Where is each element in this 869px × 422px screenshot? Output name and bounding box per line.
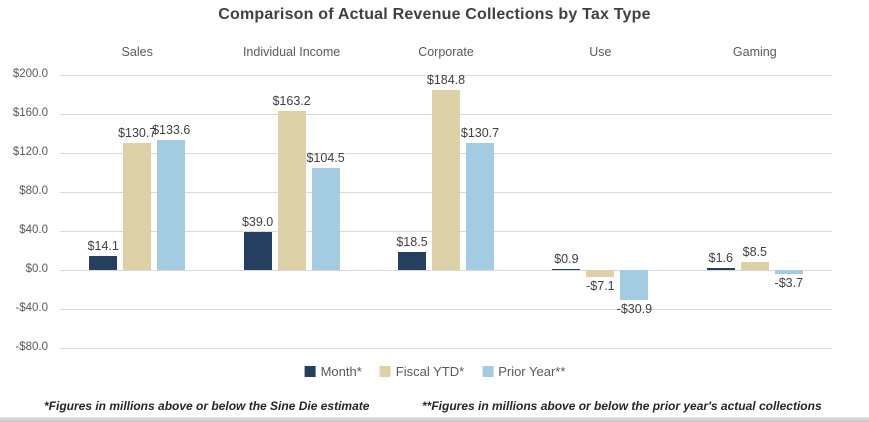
data-label: $130.7 [118, 126, 157, 140]
category-label-individual-income: Individual Income [242, 45, 341, 59]
data-label: $14.1 [87, 239, 119, 253]
category-label-corporate: Corporate [418, 45, 474, 59]
legend-label: Month* [320, 364, 362, 379]
y-axis-tick-label: $40.0 [19, 224, 48, 236]
data-label: $1.6 [708, 251, 733, 265]
legend-swatch-icon [304, 366, 316, 377]
bar-month-use [552, 269, 581, 270]
data-label: $163.2 [272, 94, 311, 108]
bar-fiscal-ytd-sales [123, 143, 152, 270]
bottom-edge-strip [0, 417, 869, 422]
data-label: $39.0 [241, 215, 274, 229]
y-axis-tick-label: $160.0 [12, 107, 48, 119]
gridline [60, 75, 832, 76]
data-label: $104.5 [306, 151, 345, 165]
data-label: $18.5 [396, 235, 428, 249]
bar-month-sales [89, 256, 118, 270]
data-label: $130.7 [460, 126, 500, 140]
data-label: -$3.7 [774, 276, 804, 290]
bar-month-individual-income [243, 232, 272, 270]
legend-item-fiscal-ytd: Fiscal YTD* [379, 364, 465, 379]
category-label-gaming: Gaming [732, 45, 777, 59]
data-label: -$7.1 [586, 279, 615, 293]
bar-prior-year-sales [157, 140, 186, 270]
bar-fiscal-ytd-gaming [740, 262, 769, 270]
data-label: -$30.9 [616, 302, 653, 316]
gridline [60, 309, 832, 310]
bar-prior-year-use [620, 270, 649, 300]
y-axis-tick-label: -$80.0 [15, 341, 48, 353]
bar-prior-year-corporate [466, 143, 494, 270]
data-label: $184.8 [426, 73, 466, 87]
legend-item-month: Month* [304, 364, 362, 379]
y-axis-tick-label: $0.0 [25, 263, 48, 275]
footnote-prior-year: **Figures in millions above or below the… [422, 399, 822, 413]
y-axis-tick-label: -$40.0 [15, 302, 48, 314]
footnote-sine-die: *Figures in millions above or below the … [44, 399, 370, 413]
bar-fiscal-ytd-use [586, 270, 615, 277]
y-axis-tick-label: $80.0 [19, 185, 48, 197]
data-label: $133.6 [152, 123, 191, 137]
bar-month-corporate [398, 252, 426, 270]
chart-title: Comparison of Actual Revenue Collections… [218, 6, 651, 23]
legend-label: Fiscal YTD* [395, 364, 465, 379]
category-label-sales: Sales [121, 45, 153, 59]
legend-label: Prior Year** [498, 364, 566, 379]
bar-fiscal-ytd-individual-income [277, 111, 306, 270]
data-label: $8.5 [742, 245, 767, 259]
chart-legend: Month* Fiscal YTD* Prior Year** [304, 364, 565, 379]
bar-prior-year-gaming [774, 270, 803, 274]
legend-swatch-icon [379, 366, 391, 377]
bar-month-gaming [706, 268, 735, 270]
gridline [60, 348, 832, 349]
y-axis-tick-label: $120.0 [12, 146, 48, 158]
y-axis-tick-label: $200.0 [12, 68, 48, 80]
bar-prior-year-individual-income [311, 168, 340, 270]
data-label: $0.9 [554, 252, 579, 266]
legend-item-prior-year: Prior Year** [482, 364, 565, 379]
bar-fiscal-ytd-corporate [432, 90, 460, 270]
gridline [60, 270, 832, 271]
category-label-use: Use [589, 45, 612, 59]
legend-swatch-icon [482, 366, 494, 377]
